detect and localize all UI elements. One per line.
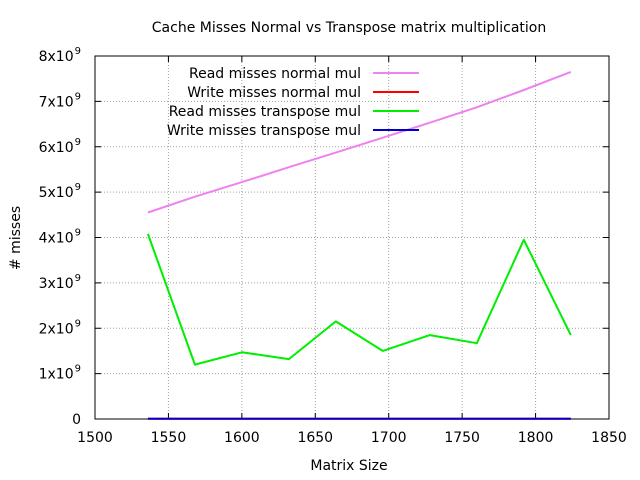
y-tick-label: 0	[72, 412, 81, 428]
x-tick-label: 1700	[371, 430, 407, 446]
y-tick-label: 2x109	[39, 318, 81, 337]
y-axis-label: # misses	[8, 206, 24, 270]
chart-title: Cache Misses Normal vs Transpose matrix …	[152, 20, 546, 36]
y-tick-label: 3x109	[39, 273, 81, 292]
x-tick-label: 1650	[297, 430, 333, 446]
legend-label: Write misses normal mul	[187, 85, 361, 101]
x-axis-label: Matrix Size	[310, 458, 387, 474]
x-tick-label: 1500	[77, 430, 113, 446]
x-tick-label: 1800	[518, 430, 554, 446]
y-tick-label: 8x109	[39, 46, 81, 65]
legend-label: Write misses transpose mul	[167, 123, 361, 139]
y-tick-label: 5x109	[39, 182, 81, 201]
x-tick-label: 1600	[224, 430, 260, 446]
legend-label: Read misses normal mul	[189, 66, 361, 82]
legend: Read misses normal mul Write misses norma…	[167, 66, 419, 139]
series-line-3	[146, 233, 572, 366]
series	[146, 70, 572, 420]
ticks: 1500 1550 1600 1650 1700 1750 1800 1850 0 1x109 2x…	[39, 46, 627, 446]
x-tick-label: 1550	[151, 430, 187, 446]
y-tick-label: 6x109	[39, 137, 81, 156]
series-line-1	[147, 70, 572, 214]
x-tick-label: 1850	[591, 430, 627, 446]
y-tick-label: 1x109	[39, 364, 81, 383]
grid	[95, 56, 609, 419]
x-tick-label: 1750	[444, 430, 480, 446]
y-tick-label: 4x109	[39, 228, 81, 247]
y-tick-label: 7x109	[39, 91, 81, 110]
legend-label: Read misses transpose mul	[169, 104, 361, 120]
